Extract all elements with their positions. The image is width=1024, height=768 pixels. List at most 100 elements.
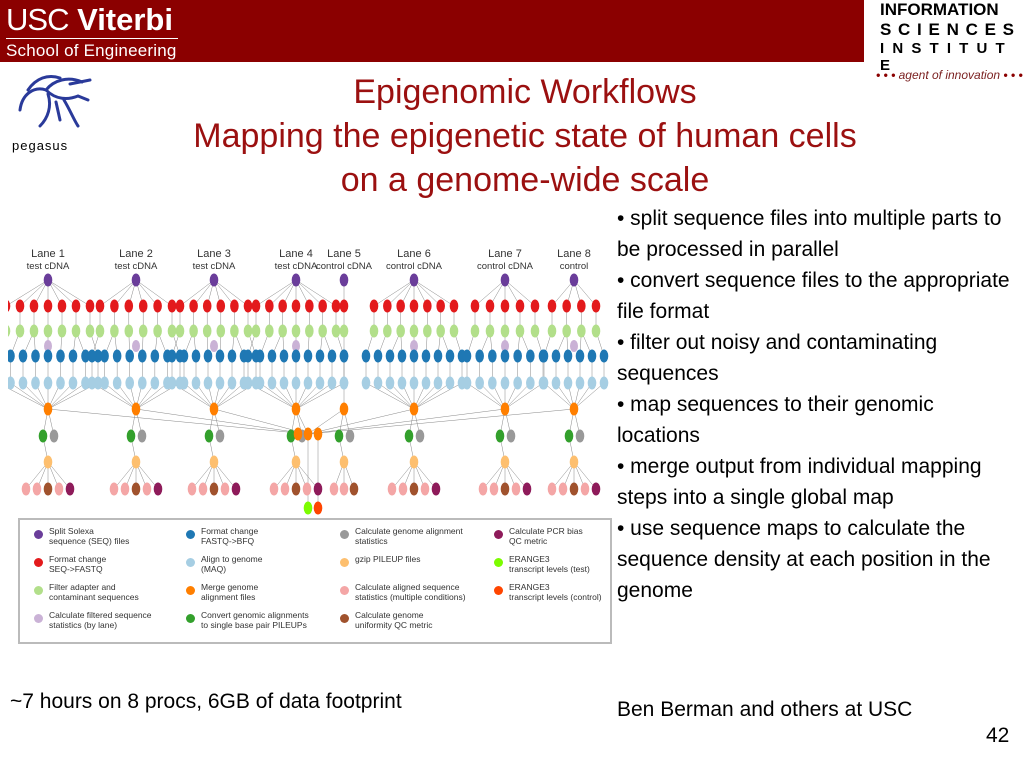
- workflow-node: [54, 482, 64, 496]
- workflow-node: [345, 429, 355, 443]
- workflow-node: [485, 299, 495, 313]
- diagram-edge: [573, 382, 605, 410]
- workflow-node: [409, 482, 419, 496]
- workflow-node: [511, 482, 521, 496]
- workflow-node: [587, 349, 597, 363]
- workflow-node: [449, 324, 459, 338]
- legend-swatch: [34, 558, 43, 567]
- workflow-node: [293, 427, 303, 441]
- workflow-node: [291, 299, 301, 313]
- workflow-node: [334, 429, 344, 443]
- lane-type: control cDNA: [386, 261, 443, 272]
- workflow-node: [526, 376, 535, 390]
- workflow-node: [202, 324, 212, 338]
- workflow-node: [445, 376, 455, 390]
- workflow-node: [142, 482, 152, 496]
- workflow-node: [339, 273, 349, 287]
- workflow-node: [124, 299, 134, 313]
- lane-label: Lane 6: [397, 248, 431, 260]
- workflow-node: [339, 402, 349, 416]
- diagram-edge: [377, 382, 415, 410]
- workflow-node: [327, 376, 337, 390]
- workflow-node: [175, 324, 185, 338]
- isi-tagline: • • • agent of innovation • • •: [876, 68, 1023, 82]
- workflow-node: [15, 324, 25, 338]
- diagram-edge: [413, 279, 455, 307]
- diagram-edge: [179, 279, 215, 307]
- diagram-edge: [295, 382, 321, 410]
- workflow-node: [420, 482, 430, 496]
- diagram-edge: [259, 382, 297, 410]
- lane-type: control cDNA: [316, 261, 373, 272]
- workflow-node: [313, 482, 323, 496]
- workflow-node: [278, 324, 287, 338]
- workflow-node: [203, 349, 213, 363]
- workflow-node: [56, 376, 65, 390]
- workflow-node: [31, 376, 40, 390]
- workflow-node: [95, 324, 105, 338]
- diagram-edge: [307, 408, 506, 435]
- diagram-edge: [213, 461, 237, 490]
- workflow-node: [138, 299, 148, 313]
- workflow-node: [43, 324, 53, 338]
- workflow-node: [21, 482, 31, 496]
- workflow-node: [112, 376, 122, 390]
- workflow-node: [318, 299, 327, 313]
- workflow-node: [131, 273, 141, 287]
- workflow-node: [43, 455, 53, 469]
- workflow-node: [215, 376, 225, 390]
- diagram-edge: [19, 279, 49, 307]
- legend-swatch: [494, 586, 503, 595]
- lane-label: Lane 2: [119, 248, 153, 260]
- workflow-node: [31, 349, 40, 363]
- workflow-node: [137, 376, 147, 390]
- workflow-node: [500, 376, 510, 390]
- diagram-edge: [295, 279, 337, 307]
- legend-label: Format change SEQ->FASTQ: [49, 554, 107, 574]
- title-line-2: Mapping the epigenetic state of human ce…: [193, 117, 857, 155]
- workflow-node: [305, 299, 314, 313]
- workflow-node: [43, 299, 53, 313]
- workflow-node: [216, 299, 226, 313]
- workflow-node: [580, 482, 590, 496]
- workflow-node: [331, 324, 341, 338]
- diagram-edge: [104, 382, 137, 410]
- usc-viterbi-logo: USC Viterbi School of Engineering: [6, 4, 178, 61]
- workflow-node: [278, 299, 287, 313]
- workflow-node: [179, 349, 189, 363]
- diagram-edge: [135, 461, 159, 490]
- workflow-node: [385, 376, 395, 390]
- workflow-node: [291, 402, 301, 416]
- workflow-node: [137, 349, 147, 363]
- workflow-node: [526, 349, 535, 363]
- workflow-node: [489, 482, 499, 496]
- workflow-node: [599, 376, 609, 390]
- legend-label: Calculate PCR bias QC metric: [509, 526, 583, 546]
- workflow-node: [470, 324, 480, 338]
- legend-swatch: [34, 586, 43, 595]
- workflow-node: [87, 376, 97, 390]
- pegasus-logo: pegasus: [8, 70, 103, 155]
- workflow-node: [449, 299, 459, 313]
- workflow-node: [433, 376, 443, 390]
- workflow-node: [85, 324, 95, 338]
- workflow-node: [120, 482, 130, 496]
- workflow-node: [265, 299, 274, 313]
- workflow-node: [8, 325, 11, 337]
- diagram-edge: [213, 279, 235, 307]
- workflow-node: [216, 324, 226, 338]
- workflow-node: [569, 455, 579, 469]
- diagram-edge: [8, 387, 49, 410]
- workflow-node: [167, 324, 177, 338]
- diagram-edge: [365, 382, 415, 410]
- workflow-node: [305, 324, 314, 338]
- workflow-node: [397, 376, 407, 390]
- workflow-node: [303, 349, 313, 363]
- workflow-node: [569, 482, 579, 496]
- workflow-node: [93, 376, 103, 390]
- workflow-node: [313, 501, 323, 515]
- pegasus-label: pegasus: [12, 138, 68, 153]
- workflow-node: [339, 482, 349, 496]
- workflow-node: [291, 455, 301, 469]
